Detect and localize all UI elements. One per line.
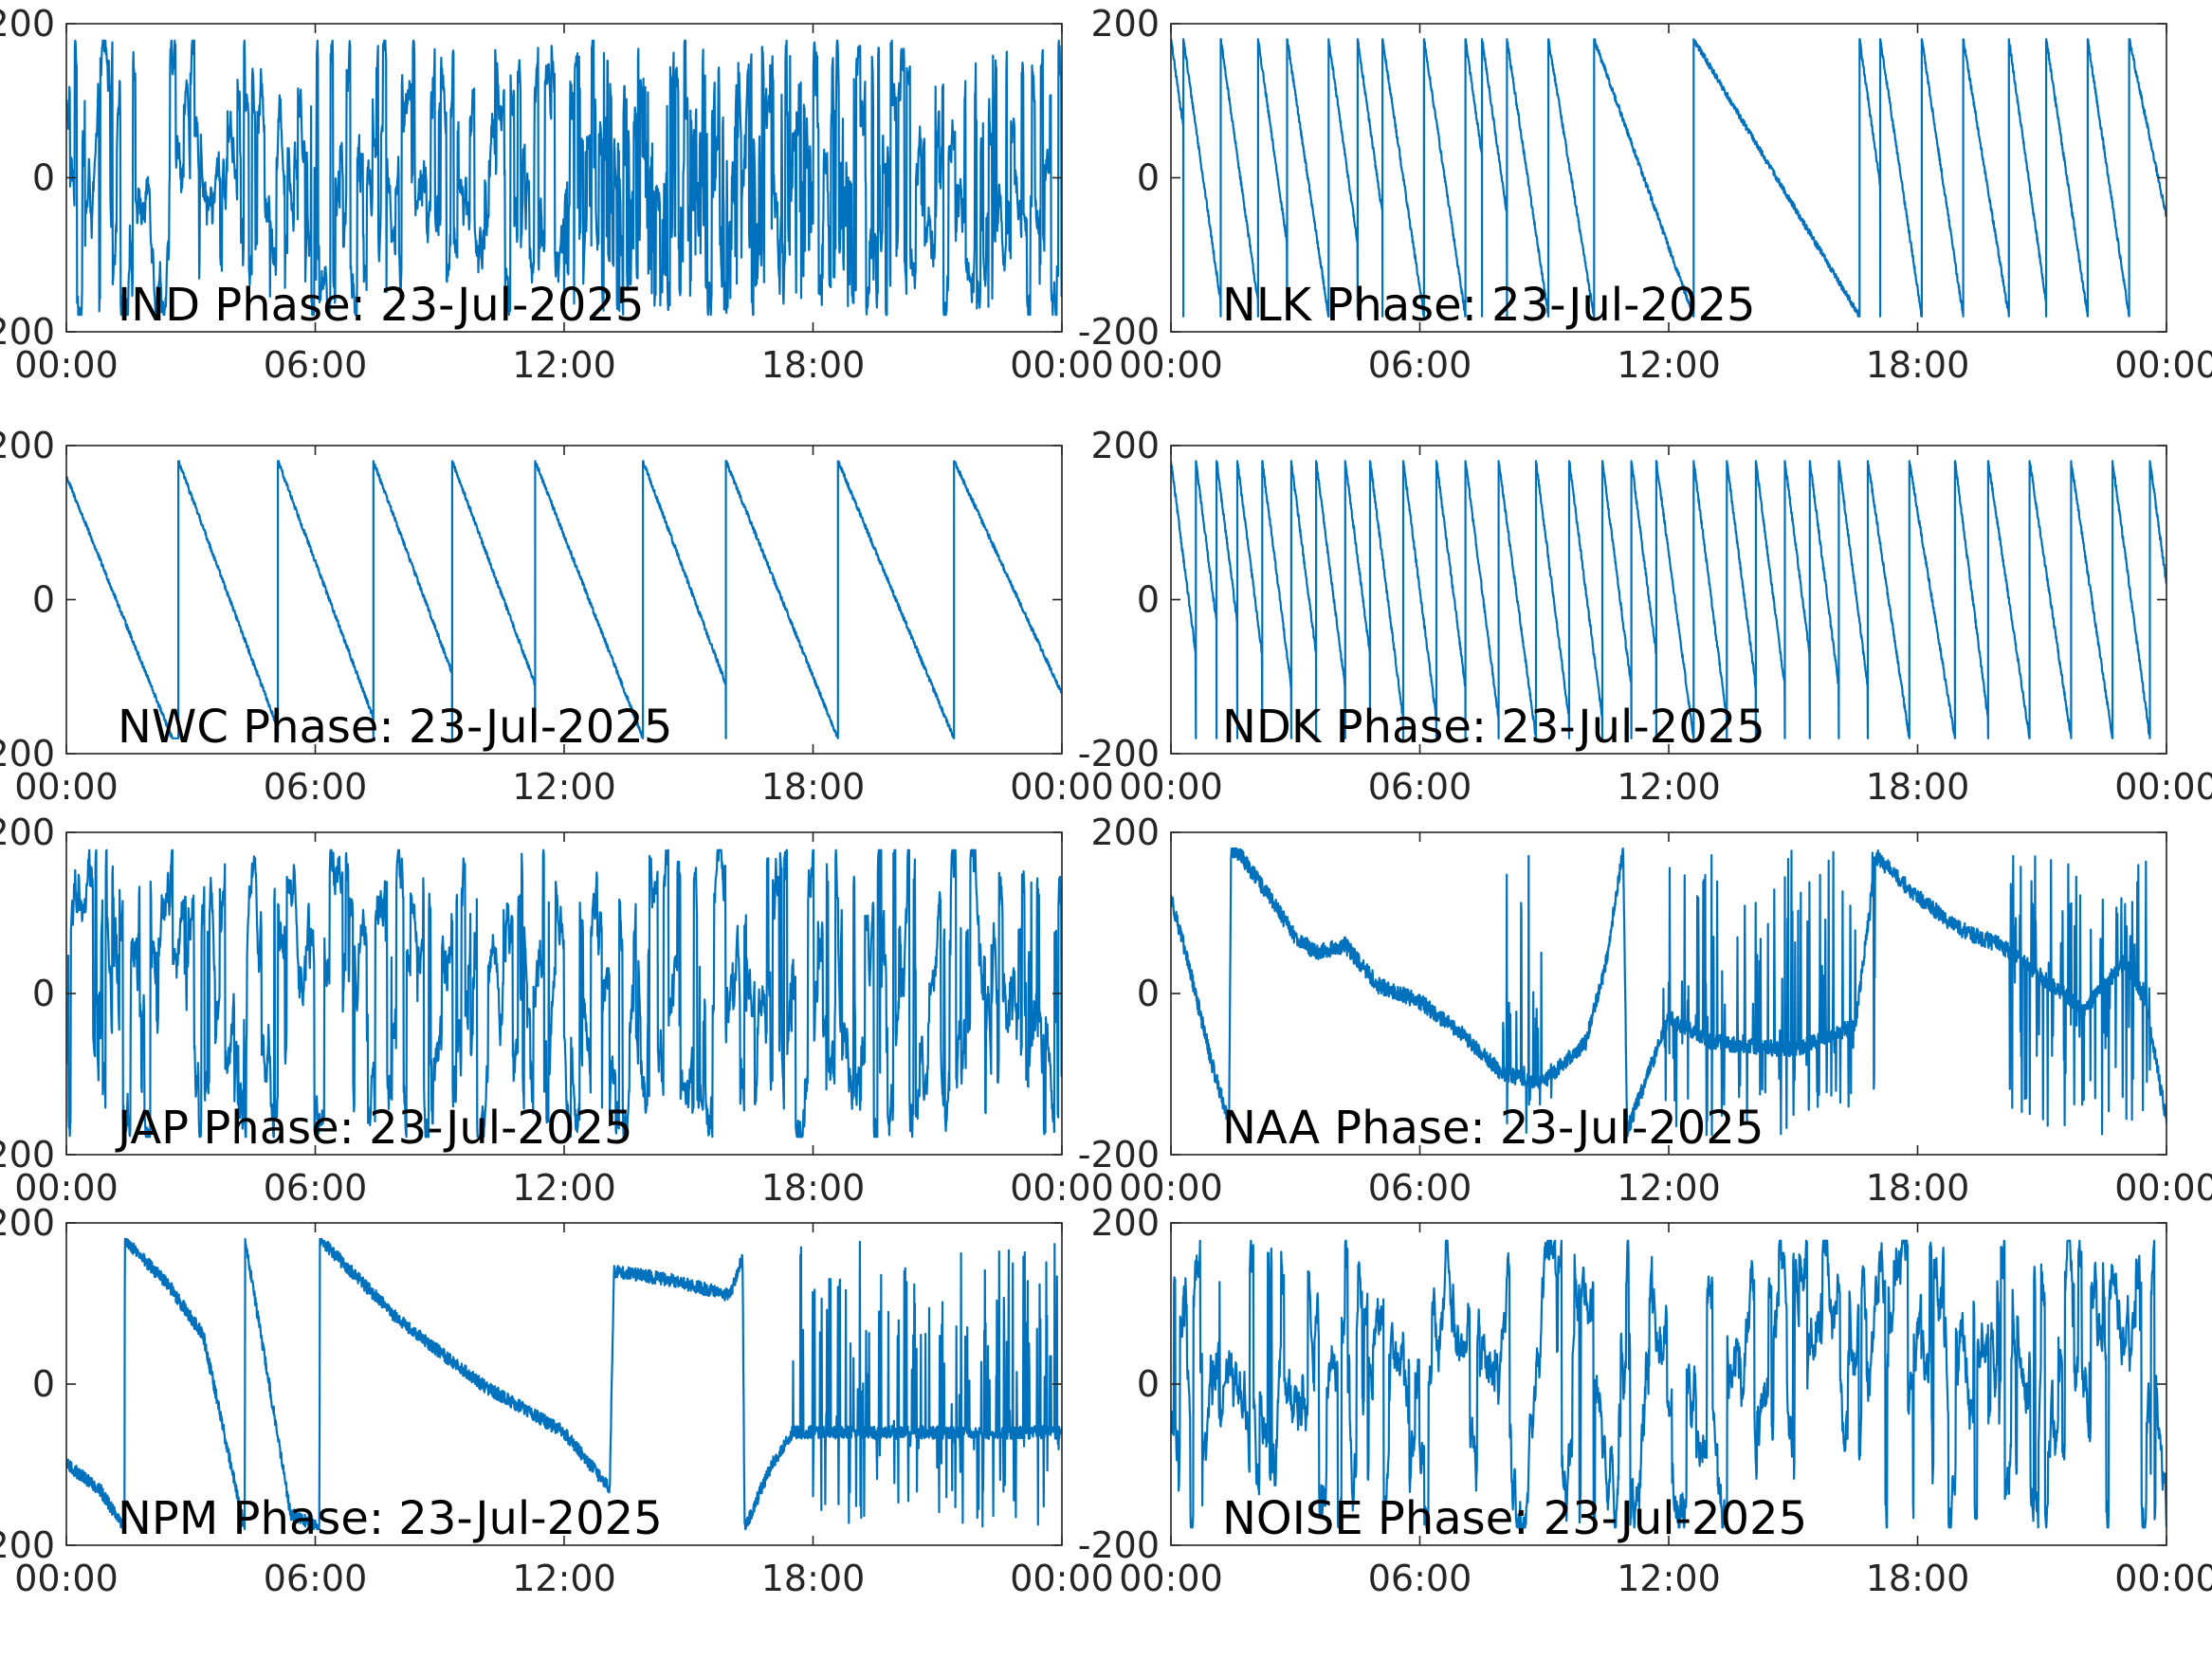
x-tick-label: 00:00 [1010, 344, 1114, 386]
y-tick-label: 200 [0, 425, 55, 466]
y-tick-label: 0 [1137, 579, 1160, 621]
y-tick-label: 200 [1090, 425, 1160, 466]
x-tick-label: 18:00 [1866, 344, 1970, 386]
y-tick-label: -200 [1078, 311, 1160, 353]
x-tick-label: 12:00 [512, 766, 616, 808]
y-tick-label: 0 [32, 973, 55, 1014]
x-tick-label: 12:00 [512, 344, 616, 386]
panel-label: JAP Phase: 23-Jul-2025 [115, 1102, 633, 1155]
y-tick-label: 0 [32, 1363, 55, 1405]
phase-series-line [66, 460, 1062, 739]
x-tick-label: 00:00 [14, 344, 119, 386]
y-tick-label: -200 [1078, 1134, 1160, 1176]
x-tick-label: 06:00 [1368, 1558, 1472, 1599]
x-tick-label: 00:00 [1119, 1558, 1223, 1599]
x-tick-label: 00:00 [2114, 344, 2212, 386]
x-tick-label: 00:00 [2114, 1558, 2212, 1599]
phase-series-line [66, 39, 1062, 317]
x-tick-label: 00:00 [1010, 766, 1114, 808]
y-tick-label: 200 [0, 1202, 55, 1244]
phase-series-line [1171, 38, 2166, 318]
phase-series-line [1171, 1239, 2166, 1529]
x-tick-label: 12:00 [512, 1558, 616, 1599]
x-tick-label: 18:00 [1866, 766, 1970, 808]
panel-label: NPM Phase: 23-Jul-2025 [118, 1492, 663, 1545]
x-tick-label: 12:00 [512, 1167, 616, 1209]
x-tick-label: 00:00 [1010, 1558, 1114, 1599]
phase-series-line [66, 848, 1062, 1139]
panel-label: NAA Phase: 23-Jul-2025 [1222, 1102, 1764, 1155]
y-tick-label: 0 [1137, 973, 1160, 1014]
x-tick-label: 00:00 [14, 766, 119, 808]
x-tick-label: 18:00 [1866, 1167, 1970, 1209]
y-tick-label: 200 [1090, 3, 1160, 45]
y-tick-label: 0 [32, 157, 55, 199]
x-tick-label: 12:00 [1617, 1167, 1721, 1209]
x-tick-label: 00:00 [2114, 1167, 2212, 1209]
y-tick-label: 200 [1090, 1202, 1160, 1244]
x-tick-label: 00:00 [1119, 1167, 1223, 1209]
x-tick-label: 06:00 [1368, 1167, 1472, 1209]
x-tick-label: 18:00 [761, 1167, 866, 1209]
x-tick-label: 00:00 [1119, 766, 1223, 808]
x-tick-label: 18:00 [761, 344, 866, 386]
panel-label: NWC Phase: 23-Jul-2025 [118, 701, 672, 754]
y-tick-label: 200 [1090, 811, 1160, 853]
x-tick-label: 00:00 [14, 1167, 119, 1209]
x-tick-label: 12:00 [1617, 766, 1721, 808]
x-tick-label: 12:00 [1617, 1558, 1721, 1599]
x-tick-label: 06:00 [264, 344, 368, 386]
x-tick-label: 00:00 [1119, 344, 1223, 386]
y-tick-label: -200 [1078, 1524, 1160, 1566]
phase-series-line [1171, 847, 2166, 1138]
y-tick-label: -200 [0, 733, 55, 775]
x-tick-label: 00:00 [2114, 766, 2212, 808]
x-tick-label: 18:00 [1866, 1558, 1970, 1599]
x-tick-label: 18:00 [761, 1558, 866, 1599]
y-tick-label: 0 [1137, 157, 1160, 199]
y-tick-label: -200 [1078, 733, 1160, 775]
x-tick-label: 18:00 [761, 766, 866, 808]
x-tick-label: 00:00 [14, 1558, 119, 1599]
y-tick-label: 200 [0, 3, 55, 45]
panel-label: NLK Phase: 23-Jul-2025 [1222, 279, 1756, 332]
y-tick-label: -200 [0, 1134, 55, 1176]
y-tick-label: -200 [0, 1524, 55, 1566]
y-tick-label: 200 [0, 811, 55, 853]
x-tick-label: 12:00 [1617, 344, 1721, 386]
x-tick-label: 00:00 [1010, 1167, 1114, 1209]
phase-series-line [1171, 460, 2166, 739]
phase-series-line [66, 1237, 1062, 1531]
x-tick-label: 06:00 [1368, 344, 1472, 386]
x-tick-label: 06:00 [1368, 766, 1472, 808]
x-tick-label: 06:00 [264, 1558, 368, 1599]
x-tick-label: 06:00 [264, 766, 368, 808]
y-tick-label: 0 [1137, 1363, 1160, 1405]
panel-label: IND Phase: 23-Jul-2025 [118, 279, 645, 332]
panel-label: NOISE Phase: 23-Jul-2025 [1222, 1492, 1807, 1545]
y-tick-label: 0 [32, 579, 55, 621]
panel-label: NDK Phase: 23-Jul-2025 [1222, 701, 1765, 754]
y-tick-label: -200 [0, 311, 55, 353]
x-tick-label: 06:00 [264, 1167, 368, 1209]
